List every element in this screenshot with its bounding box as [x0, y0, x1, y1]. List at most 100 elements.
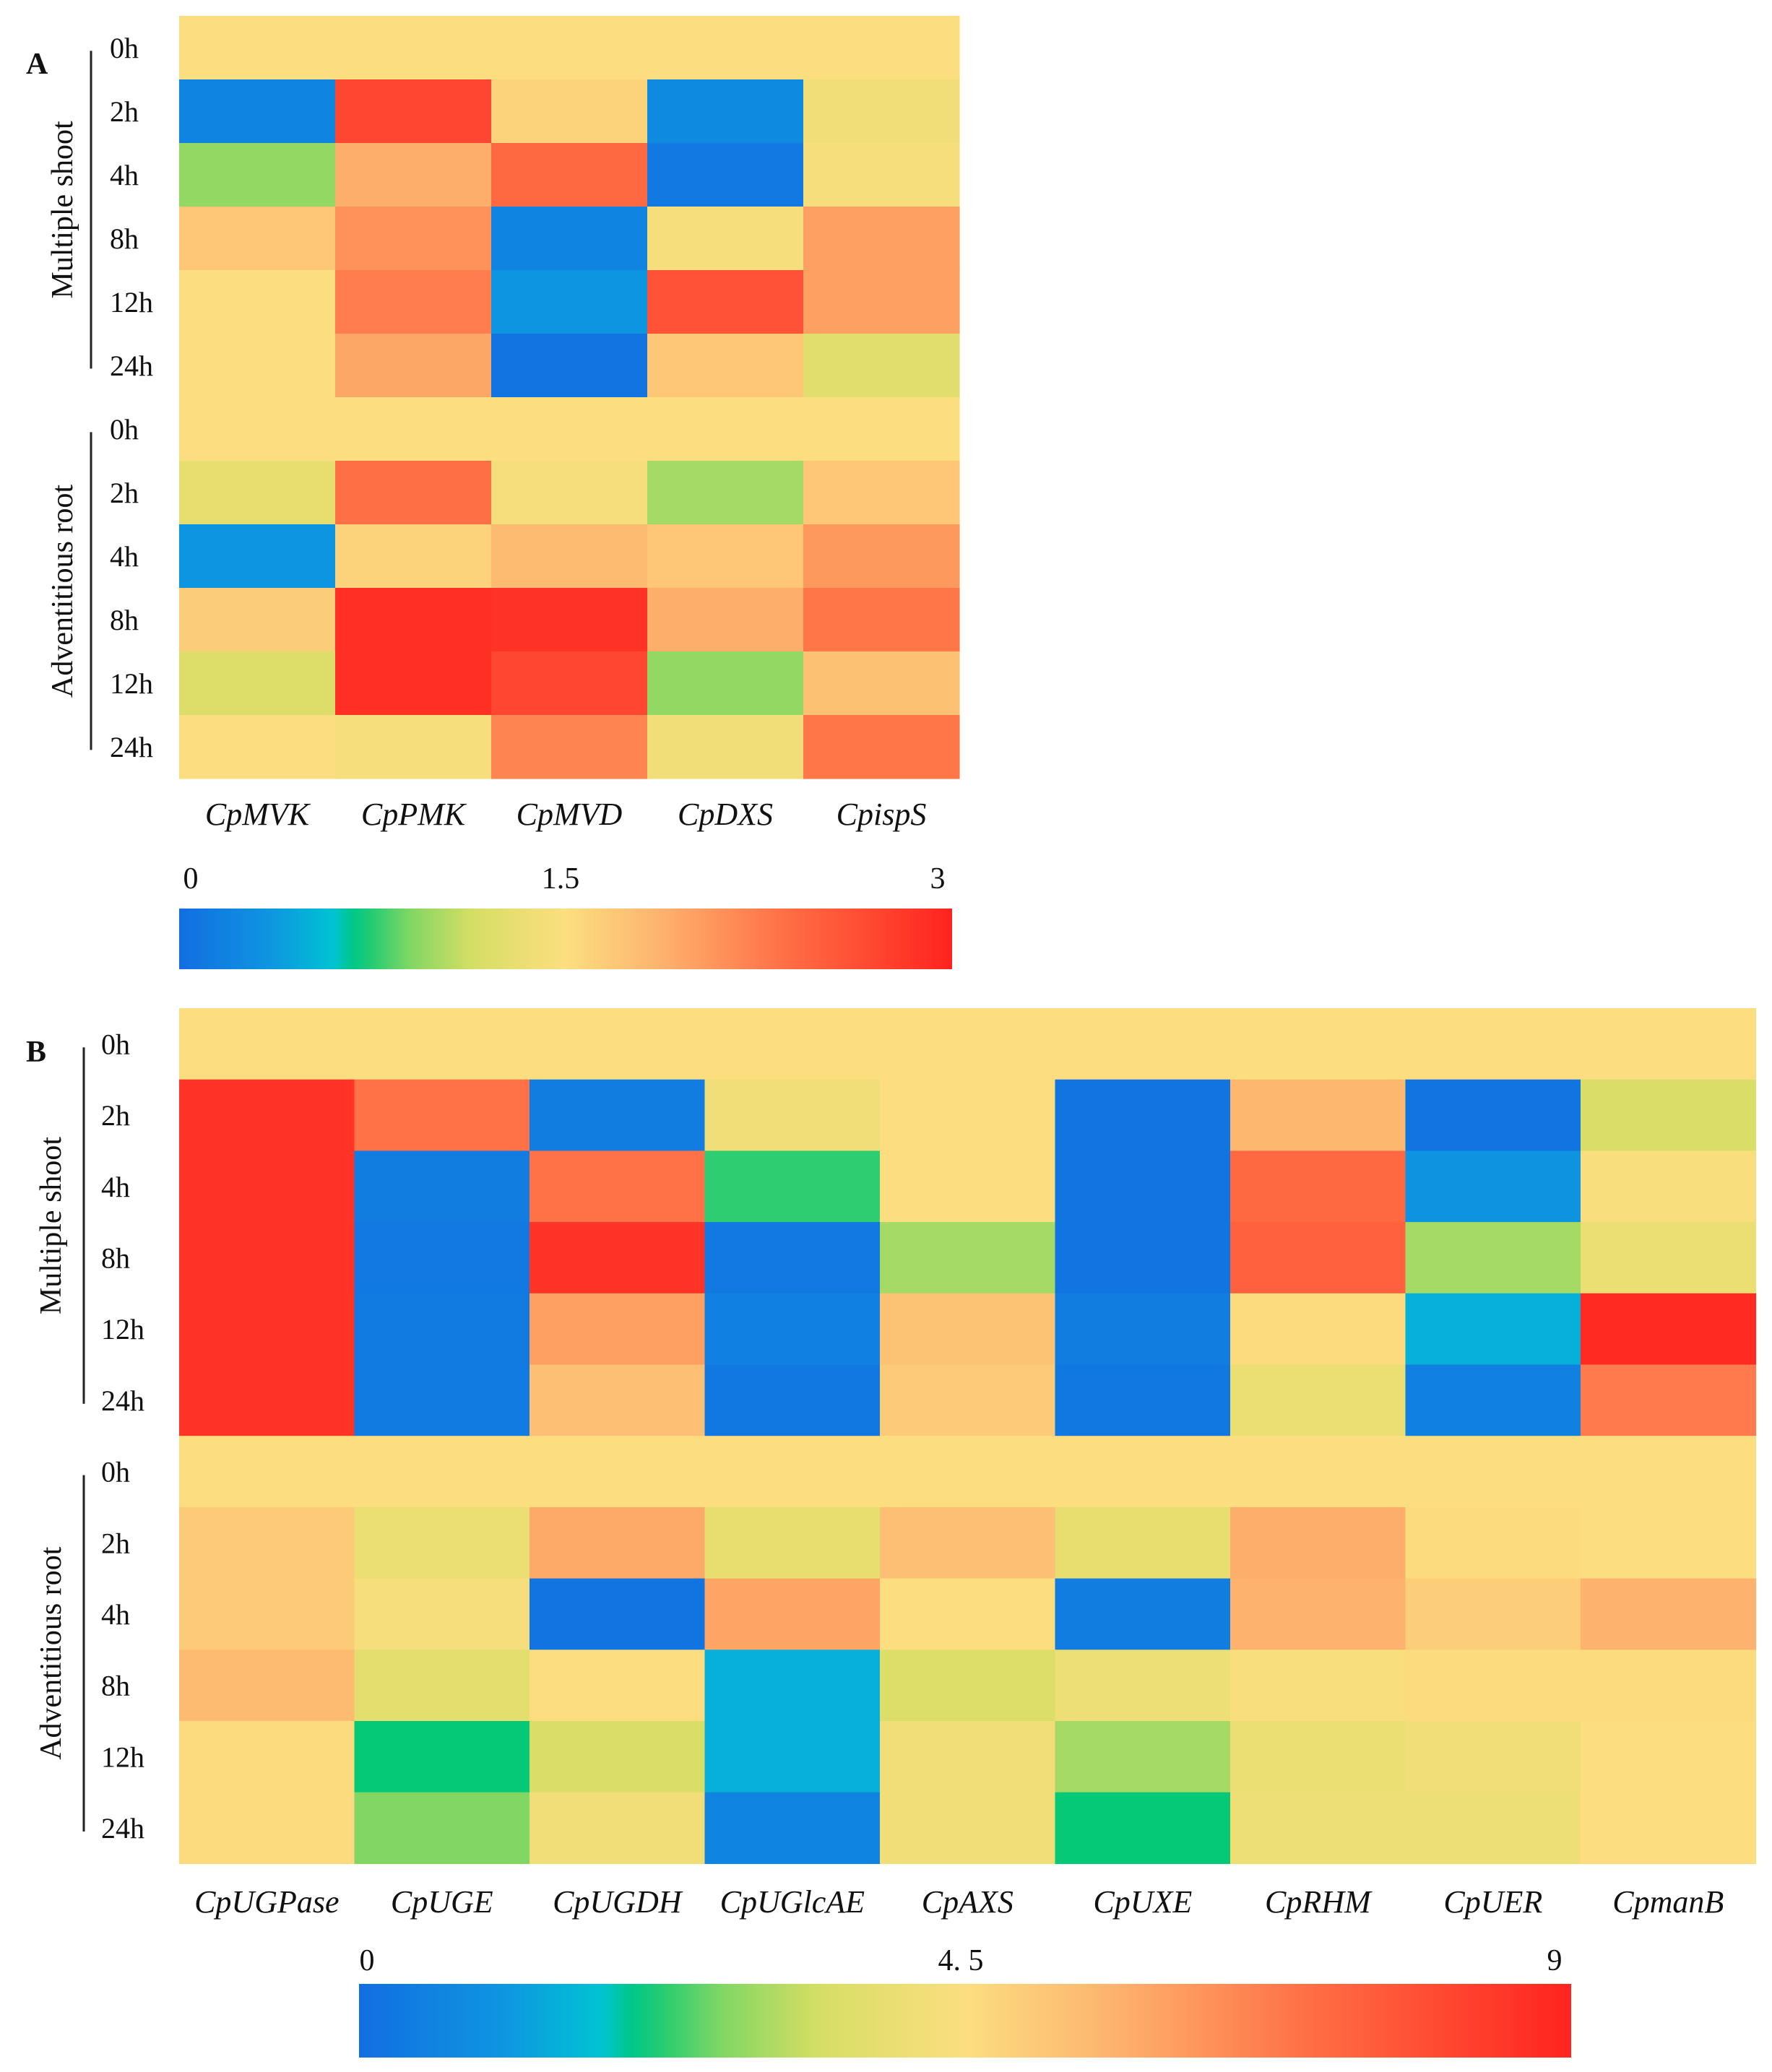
heatmap-cell	[179, 1578, 355, 1650]
heatmap-cell	[803, 79, 960, 144]
heatmap-cell	[179, 1792, 355, 1864]
group-label: Multiple shoot	[46, 121, 79, 299]
heatmap-cell	[491, 715, 648, 779]
heatmap-cell	[1230, 1293, 1406, 1366]
heatmap-cell	[704, 1436, 881, 1508]
panel-a: A 0h 2h 4h 8h 12h 24h 0h 2h 4h 8h 12h 24h CpMVK CpPM…	[26, 16, 960, 969]
heatmap-cell	[803, 143, 960, 207]
heatmap-cell	[179, 16, 336, 80]
row-label: 2h	[101, 1527, 130, 1559]
heatmap-cell	[647, 651, 804, 716]
heatmap-cell	[1581, 1293, 1757, 1366]
heatmap-cell	[1055, 1079, 1231, 1151]
heatmap-cell	[1405, 1364, 1581, 1436]
column-label: CpispS	[837, 797, 927, 832]
heatmap-cell	[491, 143, 648, 207]
heatmap-cell	[491, 397, 648, 461]
heatmap-cell	[1230, 1721, 1406, 1793]
heatmap-cell	[530, 1436, 706, 1508]
heatmap-cell	[1581, 1650, 1757, 1722]
heatmap-a-row-labels: 0h 2h 4h 8h 12h 24h 0h 2h 4h 8h 12h 24h	[110, 32, 153, 763]
heatmap-cell	[1055, 1507, 1231, 1579]
heatmap-cell	[1055, 1222, 1231, 1294]
heatmap-cell	[647, 715, 804, 779]
heatmap-cell	[335, 143, 492, 207]
colorbar-a-max-label: 3	[930, 862, 946, 896]
heatmap-cell	[1581, 1507, 1757, 1579]
heatmap-cell	[530, 1650, 706, 1722]
row-label: 4h	[110, 540, 139, 573]
heatmap-cell	[530, 1792, 706, 1864]
heatmap-cell	[179, 651, 336, 716]
heatmap-cell	[179, 1364, 355, 1436]
heatmap-cell	[354, 1150, 530, 1223]
heatmap-cell	[1405, 1650, 1581, 1722]
heatmap-cell	[1055, 1293, 1231, 1366]
heatmap-cell	[179, 524, 336, 589]
heatmap-cell	[1230, 1364, 1406, 1436]
heatmap-cell	[335, 79, 492, 144]
heatmap-a-group-labels: Multiple shoot Adventitious root	[46, 51, 92, 750]
heatmap-cell	[647, 207, 804, 271]
heatmap-cell	[1405, 1008, 1581, 1080]
heatmap-b-group-labels: Multiple shoot Adventitious root	[35, 1047, 85, 1832]
column-label: CpMVD	[517, 797, 623, 832]
heatmap-cell	[354, 1222, 530, 1294]
heatmap-cell	[880, 1293, 1056, 1366]
colorbar-b-max-label: 9	[1547, 1944, 1563, 1977]
heatmap-cell	[803, 524, 960, 589]
heatmap-cell	[1055, 1364, 1231, 1436]
heatmap-cell	[491, 651, 648, 716]
heatmap-cell	[335, 588, 492, 652]
heatmap-cell	[1581, 1150, 1757, 1223]
heatmap-cell	[704, 1222, 881, 1294]
column-label: CpDXS	[678, 797, 773, 832]
heatmap-cell	[1230, 1079, 1406, 1151]
heatmap-cell	[354, 1436, 530, 1508]
column-label: CpAXS	[922, 1884, 1014, 1920]
heatmap-cell	[880, 1792, 1056, 1864]
heatmap-b-cells	[179, 1008, 1757, 1864]
heatmap-cell	[1055, 1650, 1231, 1722]
colorbar-b-min-label: 0	[360, 1944, 375, 1977]
heatmap-cell	[1055, 1792, 1231, 1864]
heatmap-cell	[491, 461, 648, 525]
heatmap-cell	[179, 1150, 355, 1223]
heatmap-cell	[704, 1293, 881, 1366]
heatmap-cell	[179, 79, 336, 144]
heatmap-cell	[1581, 1578, 1757, 1650]
heatmap-cell	[704, 1792, 881, 1864]
heatmap-cell	[1230, 1578, 1406, 1650]
heatmap-cell	[491, 16, 648, 80]
heatmap-cell	[491, 524, 648, 589]
heatmap-cell	[179, 461, 336, 525]
heatmap-a-column-labels: CpMVK CpPMK CpMVD CpDXS CpispS	[205, 797, 926, 832]
heatmap-cell	[880, 1150, 1056, 1223]
heatmap-cell	[1405, 1293, 1581, 1366]
heatmap-cell	[880, 1650, 1056, 1722]
heatmap-cell	[1055, 1578, 1231, 1650]
heatmap-cell	[179, 270, 336, 334]
heatmap-cell	[179, 1222, 355, 1294]
heatmap-cell	[880, 1721, 1056, 1793]
heatmap-cell	[1230, 1008, 1406, 1080]
heatmap-a-cells	[179, 16, 960, 779]
heatmap-cell	[1405, 1578, 1581, 1650]
heatmap-cell	[354, 1721, 530, 1793]
heatmap-cell	[704, 1079, 881, 1151]
heatmap-cell	[803, 588, 960, 652]
heatmap-cell	[530, 1721, 706, 1793]
heatmap-cell	[179, 1079, 355, 1151]
row-label: 24h	[110, 731, 153, 763]
heatmap-cell	[1230, 1150, 1406, 1223]
column-label: CpUGE	[391, 1884, 493, 1920]
row-label: 0h	[101, 1028, 130, 1060]
heatmap-cell	[530, 1222, 706, 1294]
heatmap-cell	[647, 588, 804, 652]
heatmap-cell	[179, 1650, 355, 1722]
column-label: CpUXE	[1093, 1884, 1192, 1920]
heatmap-cell	[354, 1507, 530, 1579]
heatmap-cell	[354, 1364, 530, 1436]
heatmap-cell	[354, 1293, 530, 1366]
